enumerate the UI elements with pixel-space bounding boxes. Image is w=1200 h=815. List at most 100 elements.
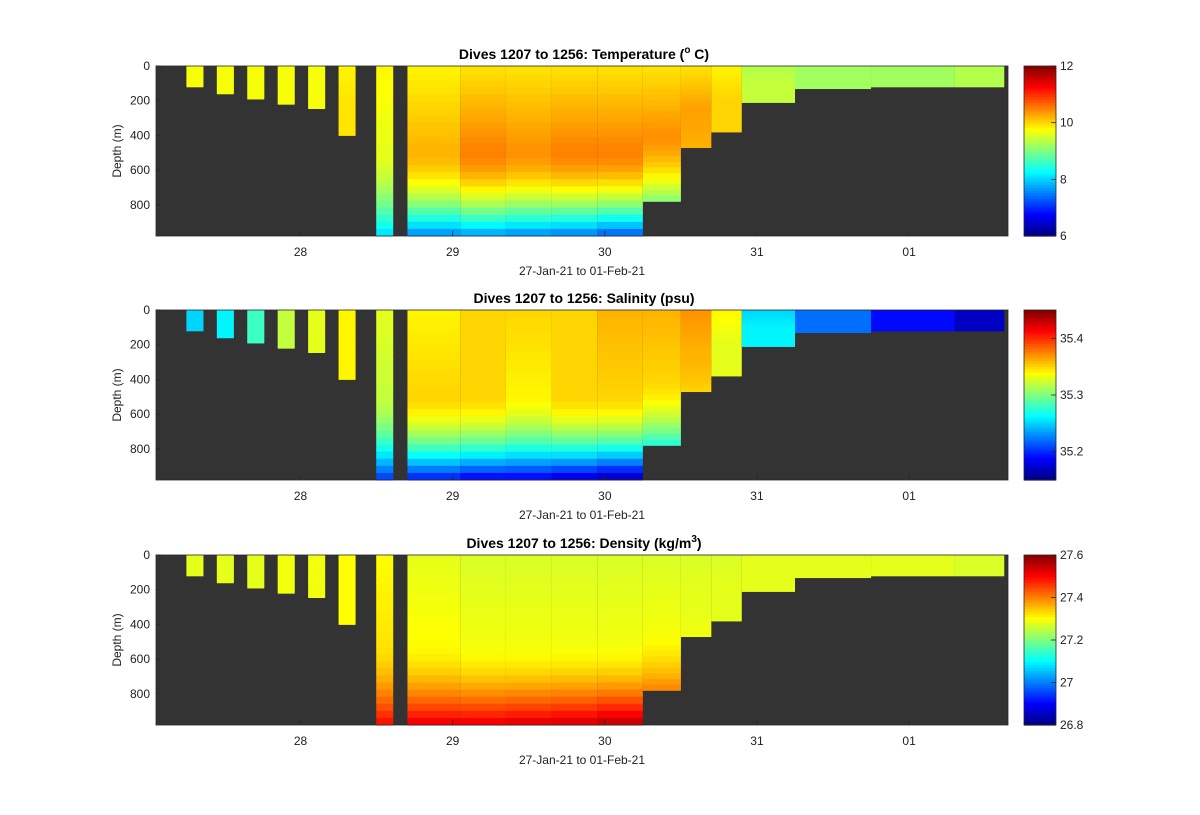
profile-cell [642, 377, 681, 384]
profile-cell [680, 69, 712, 74]
profile-cell [642, 422, 681, 429]
profile-cell [407, 338, 461, 346]
profile-cell [247, 576, 265, 579]
profile-cell [954, 325, 1005, 327]
colorbar-segment [1024, 474, 1056, 478]
profile-cell [741, 319, 795, 322]
profile-cell [460, 583, 506, 591]
profile-cell [376, 409, 394, 417]
profile-cell [551, 345, 598, 353]
profile-cell [376, 416, 394, 424]
chart-title-main: Dives 1207 to 1256: Salinity (psu) [474, 290, 695, 306]
profile-cell [741, 576, 795, 579]
profile-cell [407, 611, 461, 620]
colorbar-segment [1024, 642, 1056, 647]
profile-cell [711, 563, 742, 567]
y-tick-label: 400 [130, 372, 150, 386]
profile-cell [407, 689, 461, 698]
profile-cell [680, 326, 712, 331]
profile-cell [711, 571, 742, 575]
profile-cell [505, 465, 552, 474]
profile-cell [551, 689, 598, 698]
colorbar-segment [1024, 651, 1056, 655]
profile-cell [505, 703, 552, 712]
colorbar-segment [1024, 691, 1056, 695]
profile-cell [551, 228, 598, 237]
profile-cell [551, 402, 598, 410]
profile-cell [460, 668, 506, 676]
profile-cell [186, 82, 204, 84]
profile-cell [376, 590, 394, 598]
profile-column [871, 310, 955, 332]
colorbar-segment [1024, 471, 1056, 475]
colorbar-tick-label: 27.4 [1060, 591, 1084, 605]
profile-cell [680, 595, 712, 600]
profile-cell [376, 207, 394, 216]
profile-cell [338, 609, 356, 614]
profile-cell [338, 350, 356, 354]
profile-cell [277, 566, 295, 569]
profile-cell [954, 311, 1005, 314]
profile-cell [308, 69, 326, 72]
profile-cell [642, 366, 681, 373]
profile-cell [338, 356, 356, 360]
profile-cell [216, 579, 234, 581]
profile-cell [308, 99, 326, 102]
colorbar-segment [1024, 173, 1056, 178]
profile-cell [711, 112, 742, 116]
profile-cell [795, 75, 872, 77]
profile-cell [338, 333, 356, 337]
profile-cell [954, 315, 1005, 317]
profile-cell [711, 129, 742, 133]
profile-cell [871, 70, 955, 72]
profile-cell [247, 555, 265, 557]
profile-cell [954, 313, 1005, 315]
profile-cell [505, 472, 552, 481]
colorbar-segment [1024, 628, 1056, 633]
profile-cell [642, 566, 681, 573]
profile-cell [216, 72, 234, 75]
profile-cell [216, 66, 234, 68]
profile-cell [376, 625, 394, 634]
profile-cell [247, 310, 265, 312]
profile-cell [795, 322, 872, 324]
colorbar-segment [1024, 574, 1056, 579]
profile-cell [680, 137, 712, 142]
profile-cell [460, 472, 506, 481]
profile-cell [954, 574, 1005, 577]
profile-cell [407, 165, 461, 173]
profile-cell [642, 190, 681, 197]
colorbar-segment [1024, 159, 1056, 163]
profile-cell [216, 559, 234, 562]
profile-cell [711, 370, 742, 374]
profile-cell [642, 326, 681, 334]
profile-cell [597, 409, 643, 417]
colorbar-segment [1024, 608, 1056, 613]
colorbar-segment [1024, 83, 1056, 87]
profile-cell [505, 136, 552, 145]
profile-cell [376, 696, 394, 705]
profile-cell [247, 563, 265, 566]
profile-cell [505, 444, 552, 453]
colorbar-segment [1024, 665, 1056, 669]
y-tick-label: 200 [130, 94, 150, 108]
colorbar-segment [1024, 74, 1056, 78]
profile-cell [277, 70, 295, 73]
profile-cell [680, 110, 712, 115]
colorbar-segment [1024, 403, 1056, 407]
profile-cell [551, 604, 598, 613]
colorbar-segment [1024, 640, 1056, 644]
profile-cell [642, 400, 681, 407]
profile-cell [186, 324, 204, 327]
chart-title: Dives 1207 to 1256: Density (kg/m3) [466, 534, 701, 551]
profile-cell [871, 75, 955, 77]
profile-cell [505, 151, 552, 159]
profile-cell [795, 558, 872, 561]
profile-column [551, 310, 598, 481]
profile-cell [741, 87, 795, 90]
profile-cell [376, 186, 394, 194]
profile-cell [407, 682, 461, 691]
profile-cell [551, 710, 598, 719]
profile-cell [954, 318, 1005, 321]
